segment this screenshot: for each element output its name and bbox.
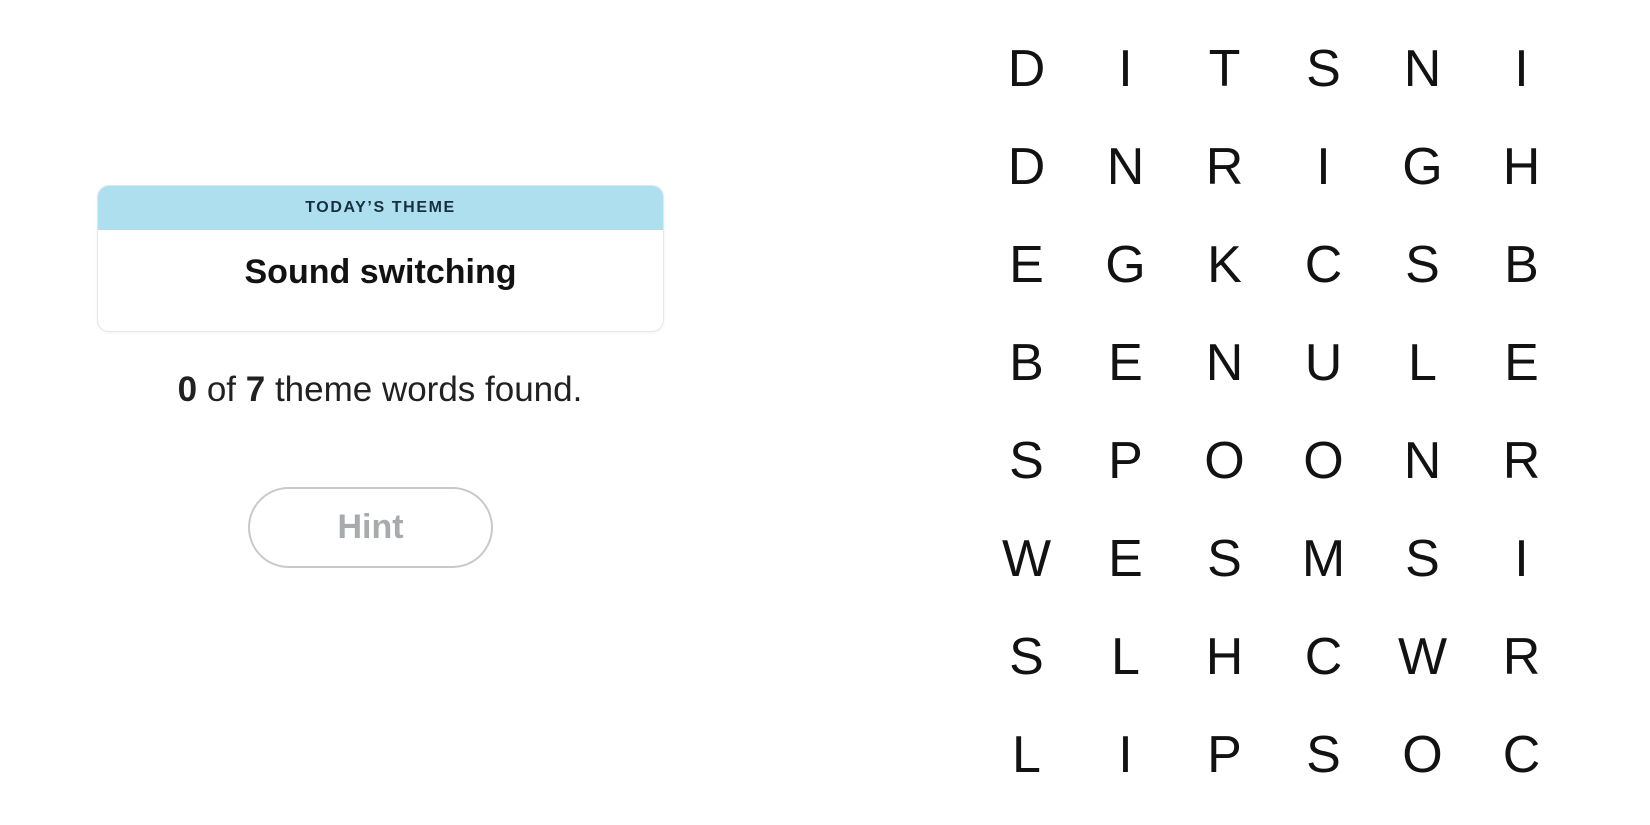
grid-cell-r4c3[interactable]: N	[1175, 314, 1274, 412]
grid-cell-r4c5[interactable]: L	[1373, 314, 1472, 412]
grid-cell-r1c5[interactable]: N	[1373, 20, 1472, 118]
theme-card-header: TODAY’S THEME	[98, 186, 663, 230]
grid-cell-r1c6[interactable]: I	[1472, 20, 1571, 118]
grid-cell-r3c2[interactable]: G	[1076, 216, 1175, 314]
grid-cell-r8c4[interactable]: S	[1274, 706, 1373, 804]
grid-cell-r2c5[interactable]: G	[1373, 118, 1472, 216]
theme-card-body: Sound switching	[98, 230, 663, 331]
grid-cell-r4c4[interactable]: U	[1274, 314, 1373, 412]
theme-card-header-label: TODAY’S THEME	[305, 199, 456, 216]
grid-cell-r7c5[interactable]: W	[1373, 608, 1472, 706]
grid-cell-r4c1[interactable]: B	[977, 314, 1076, 412]
grid-cell-r5c1[interactable]: S	[977, 412, 1076, 510]
theme-card: TODAY’S THEME Sound switching	[97, 185, 664, 332]
grid-cell-r8c1[interactable]: L	[977, 706, 1076, 804]
grid-cell-r8c6[interactable]: C	[1472, 706, 1571, 804]
grid-cell-r6c1[interactable]: W	[977, 510, 1076, 608]
grid-cell-r7c2[interactable]: L	[1076, 608, 1175, 706]
grid-cell-r2c3[interactable]: R	[1175, 118, 1274, 216]
grid-cell-r3c3[interactable]: K	[1175, 216, 1274, 314]
grid-cell-r3c4[interactable]: C	[1274, 216, 1373, 314]
progress-suffix: theme words found.	[265, 370, 583, 409]
grid-cell-r7c3[interactable]: H	[1175, 608, 1274, 706]
grid-cell-r4c6[interactable]: E	[1472, 314, 1571, 412]
total-count: 7	[245, 370, 266, 409]
progress-text: 0 of 7 theme words found.	[80, 368, 680, 412]
progress-of-label: of	[197, 370, 246, 409]
grid-cell-r8c5[interactable]: O	[1373, 706, 1472, 804]
grid-cell-r6c3[interactable]: S	[1175, 510, 1274, 608]
grid-cell-r8c2[interactable]: I	[1076, 706, 1175, 804]
grid-cell-r6c6[interactable]: I	[1472, 510, 1571, 608]
grid-cell-r2c6[interactable]: H	[1472, 118, 1571, 216]
grid-cell-r8c3[interactable]: P	[1175, 706, 1274, 804]
grid-cell-r2c1[interactable]: D	[977, 118, 1076, 216]
grid-cell-r5c4[interactable]: O	[1274, 412, 1373, 510]
grid-cell-r1c1[interactable]: D	[977, 20, 1076, 118]
grid-cell-r3c6[interactable]: B	[1472, 216, 1571, 314]
grid-cell-r5c3[interactable]: O	[1175, 412, 1274, 510]
grid-cell-r5c2[interactable]: P	[1076, 412, 1175, 510]
theme-title: Sound switching	[244, 253, 517, 291]
grid-cell-r7c6[interactable]: R	[1472, 608, 1571, 706]
grid-cell-r3c5[interactable]: S	[1373, 216, 1472, 314]
grid-cell-r5c5[interactable]: N	[1373, 412, 1472, 510]
grid-cell-r2c2[interactable]: N	[1076, 118, 1175, 216]
found-count: 0	[177, 370, 198, 409]
grid-cell-r1c3[interactable]: T	[1175, 20, 1274, 118]
grid-cell-r5c6[interactable]: R	[1472, 412, 1571, 510]
grid-cell-r4c2[interactable]: E	[1076, 314, 1175, 412]
grid-cell-r7c1[interactable]: S	[977, 608, 1076, 706]
grid-cell-r6c2[interactable]: E	[1076, 510, 1175, 608]
grid-cell-r6c4[interactable]: M	[1274, 510, 1373, 608]
grid-cell-r3c1[interactable]: E	[977, 216, 1076, 314]
grid-cell-r2c4[interactable]: I	[1274, 118, 1373, 216]
grid-cell-r1c2[interactable]: I	[1076, 20, 1175, 118]
grid-cell-r6c5[interactable]: S	[1373, 510, 1472, 608]
grid-cell-r7c4[interactable]: C	[1274, 608, 1373, 706]
hint-button[interactable]: Hint	[248, 487, 493, 568]
grid-cell-r1c4[interactable]: S	[1274, 20, 1373, 118]
